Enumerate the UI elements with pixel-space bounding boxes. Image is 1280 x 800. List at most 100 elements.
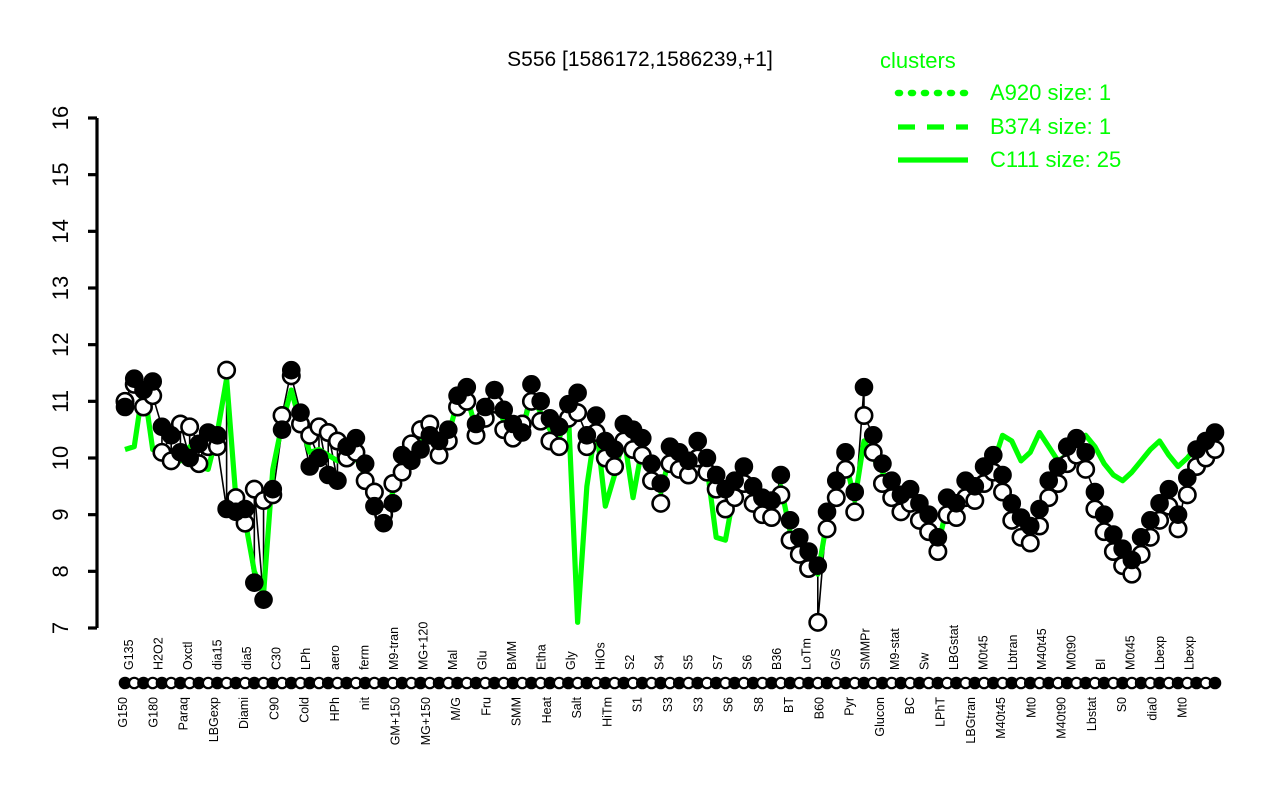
x-label-above-29: M0t45 bbox=[976, 635, 990, 670]
x-label-below-18: S3 bbox=[661, 697, 675, 712]
data-point-filled bbox=[1067, 428, 1086, 448]
x-label-above-21: S6 bbox=[741, 655, 755, 670]
y-tick-label-8: 8 bbox=[48, 565, 73, 577]
x-label-above-13: BMM bbox=[505, 641, 519, 670]
data-point-filled bbox=[263, 479, 283, 499]
data-point-filled bbox=[965, 477, 985, 496]
data-point-filled bbox=[143, 372, 163, 391]
x-label-below-22: BT bbox=[782, 697, 796, 713]
data-point-filled bbox=[679, 451, 698, 471]
x-label-below-8: nit bbox=[358, 696, 372, 710]
x-label-below-24: Pyr bbox=[843, 697, 857, 716]
x-label-below-17: S1 bbox=[631, 697, 645, 712]
data-point-filled bbox=[1002, 494, 1022, 513]
x-label-above-24: G/S bbox=[829, 648, 843, 670]
data-point-filled bbox=[762, 491, 781, 510]
data-point-filled bbox=[291, 403, 310, 422]
data-point-filled bbox=[817, 502, 837, 522]
data-point-filled bbox=[1048, 457, 1068, 476]
data-point-filled bbox=[475, 397, 495, 417]
data-point-filled bbox=[1085, 482, 1105, 502]
data-point-filled bbox=[771, 465, 791, 485]
data-point-open bbox=[549, 437, 569, 457]
data-point-filled bbox=[383, 494, 403, 513]
data-point-filled bbox=[882, 471, 901, 490]
data-point-filled bbox=[725, 471, 744, 490]
data-point-filled bbox=[1020, 516, 1040, 536]
data-point-filled bbox=[577, 426, 597, 445]
x-label-above-33: Bl bbox=[1094, 659, 1108, 670]
data-point-filled bbox=[328, 471, 347, 490]
data-point-filled bbox=[1122, 550, 1142, 570]
data-point-filled bbox=[873, 454, 892, 473]
x-label-below-19: S3 bbox=[691, 697, 705, 712]
x-label-above-23: LoTm bbox=[800, 638, 814, 670]
y-tick-label-7: 7 bbox=[48, 622, 73, 634]
data-point-filled bbox=[272, 420, 292, 439]
x-label-below-32: Lbstat bbox=[1085, 696, 1099, 731]
data-point-filled bbox=[836, 443, 855, 462]
x-label-below-31: M40t90 bbox=[1055, 697, 1069, 739]
legend-label-2: C111 size: 25 bbox=[990, 147, 1121, 172]
x-label-above-14: Etha bbox=[534, 644, 548, 670]
x-label-below-1: G180 bbox=[146, 697, 160, 728]
x-label-above-6: LPh bbox=[299, 648, 313, 670]
data-point-filled bbox=[1205, 423, 1225, 442]
data-point-open bbox=[808, 612, 828, 632]
x-label-above-20: S7 bbox=[711, 655, 725, 670]
data-point-filled bbox=[346, 428, 366, 448]
data-point-filled bbox=[411, 440, 430, 459]
x-label-above-31: M40t45 bbox=[1035, 628, 1049, 670]
x-label-below-35: Mt0 bbox=[1176, 697, 1190, 718]
y-tick-label-10: 10 bbox=[48, 446, 73, 470]
x-label-above-4: dia5 bbox=[240, 646, 254, 670]
data-point-filled bbox=[439, 420, 458, 439]
data-point-filled bbox=[928, 528, 948, 547]
x-label-above-28: LBGstat bbox=[947, 624, 961, 670]
y-tick-label-9: 9 bbox=[48, 509, 73, 521]
data-point-filled bbox=[651, 474, 671, 493]
data-point-open bbox=[180, 417, 200, 437]
data-point-filled bbox=[808, 556, 828, 575]
data-point-open bbox=[217, 360, 237, 380]
data-point-filled bbox=[900, 479, 920, 499]
data-point-filled bbox=[549, 417, 569, 437]
x-label-above-10: MG+120 bbox=[417, 622, 431, 670]
x-label-above-16: HiOs bbox=[593, 642, 607, 670]
x-label-above-9: M9-tran bbox=[387, 627, 401, 670]
x-label-above-3: dia15 bbox=[210, 639, 224, 670]
x-label-above-2: Oxctl bbox=[181, 642, 195, 670]
y-tick-label-16: 16 bbox=[48, 106, 73, 130]
data-point-filled bbox=[1168, 505, 1188, 524]
x-label-below-5: C90 bbox=[267, 697, 281, 720]
data-point-filled bbox=[780, 511, 800, 530]
data-point-filled bbox=[1104, 525, 1123, 544]
x-label-above-32: M0t90 bbox=[1065, 635, 1079, 670]
data-point-filled bbox=[1131, 528, 1151, 547]
x-label-above-30: Lbtran bbox=[1006, 635, 1020, 670]
data-point-filled bbox=[208, 426, 227, 445]
x-label-above-18: S4 bbox=[652, 655, 666, 670]
x-label-above-26: M9-stat bbox=[888, 628, 902, 670]
data-point-filled bbox=[586, 406, 606, 425]
data-point-filled bbox=[568, 383, 587, 403]
legend-label-1: B374 size: 1 bbox=[990, 114, 1111, 139]
data-point-filled bbox=[845, 482, 865, 502]
data-point-filled bbox=[531, 392, 550, 411]
data-point-filled bbox=[706, 465, 726, 485]
data-point-filled bbox=[485, 380, 504, 400]
data-point-filled bbox=[245, 573, 264, 592]
x-label-above-34: M0t45 bbox=[1124, 635, 1138, 670]
y-tick-label-11: 11 bbox=[48, 390, 73, 413]
x-label-below-15: Salt bbox=[570, 696, 584, 718]
x-label-above-19: S5 bbox=[682, 655, 696, 670]
y-tick-label-12: 12 bbox=[48, 332, 73, 356]
data-point-filled bbox=[1076, 443, 1095, 462]
x-label-below-26: BC bbox=[903, 697, 917, 714]
data-point-filled bbox=[826, 471, 846, 490]
x-label-above-17: S2 bbox=[623, 655, 637, 670]
data-point-filled bbox=[734, 457, 754, 476]
x-label-above-8: ferm bbox=[358, 645, 372, 670]
x-label-below-4: Diami bbox=[237, 697, 251, 729]
x-label-below-21: S8 bbox=[752, 697, 766, 712]
